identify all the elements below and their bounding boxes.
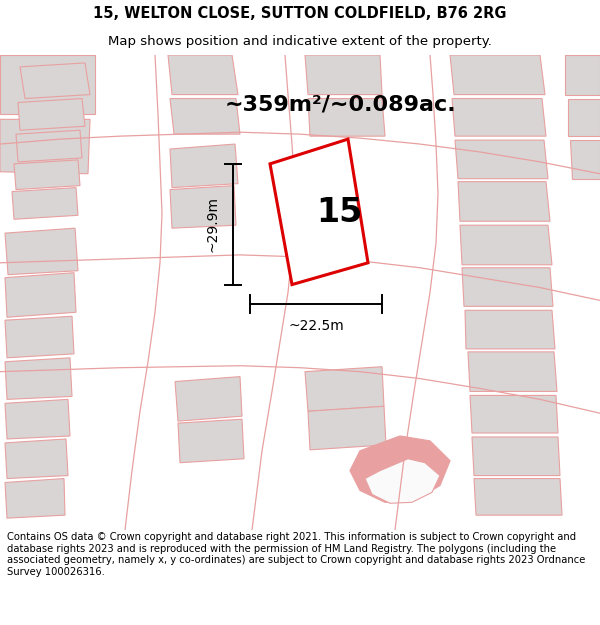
Polygon shape <box>20 63 90 99</box>
Polygon shape <box>170 144 238 188</box>
Polygon shape <box>18 99 85 130</box>
Text: Map shows position and indicative extent of the property.: Map shows position and indicative extent… <box>108 35 492 48</box>
Polygon shape <box>462 268 553 306</box>
Polygon shape <box>450 55 545 94</box>
Polygon shape <box>570 140 600 179</box>
Polygon shape <box>470 396 558 433</box>
Polygon shape <box>565 55 600 94</box>
Polygon shape <box>305 367 384 411</box>
Polygon shape <box>308 99 385 136</box>
Polygon shape <box>0 55 95 114</box>
Polygon shape <box>474 479 562 515</box>
Polygon shape <box>365 459 440 503</box>
Text: Contains OS data © Crown copyright and database right 2021. This information is : Contains OS data © Crown copyright and d… <box>7 532 586 577</box>
Polygon shape <box>455 140 548 179</box>
Polygon shape <box>458 182 550 221</box>
Polygon shape <box>568 99 600 136</box>
Polygon shape <box>270 139 368 284</box>
Polygon shape <box>460 225 552 265</box>
Polygon shape <box>0 119 90 174</box>
Polygon shape <box>5 357 72 399</box>
Polygon shape <box>350 436 450 502</box>
Polygon shape <box>472 437 560 476</box>
Polygon shape <box>5 479 65 518</box>
Text: ~359m²/~0.089ac.: ~359m²/~0.089ac. <box>224 94 456 114</box>
Polygon shape <box>12 188 78 219</box>
Polygon shape <box>5 399 70 439</box>
Polygon shape <box>5 439 68 479</box>
Polygon shape <box>170 99 240 134</box>
Polygon shape <box>308 406 386 450</box>
Polygon shape <box>468 352 557 391</box>
Polygon shape <box>5 316 74 357</box>
Polygon shape <box>14 160 80 189</box>
Polygon shape <box>5 272 76 318</box>
Polygon shape <box>170 186 236 228</box>
Polygon shape <box>465 310 555 349</box>
Text: ~22.5m: ~22.5m <box>288 319 344 333</box>
Polygon shape <box>5 228 78 275</box>
Polygon shape <box>305 55 382 94</box>
Polygon shape <box>452 99 546 136</box>
Polygon shape <box>178 419 244 462</box>
Polygon shape <box>175 377 242 421</box>
Polygon shape <box>16 130 82 162</box>
Polygon shape <box>168 55 238 94</box>
Text: 15, WELTON CLOSE, SUTTON COLDFIELD, B76 2RG: 15, WELTON CLOSE, SUTTON COLDFIELD, B76 … <box>93 6 507 21</box>
Text: 15: 15 <box>316 196 362 229</box>
Text: ~29.9m: ~29.9m <box>205 196 219 252</box>
